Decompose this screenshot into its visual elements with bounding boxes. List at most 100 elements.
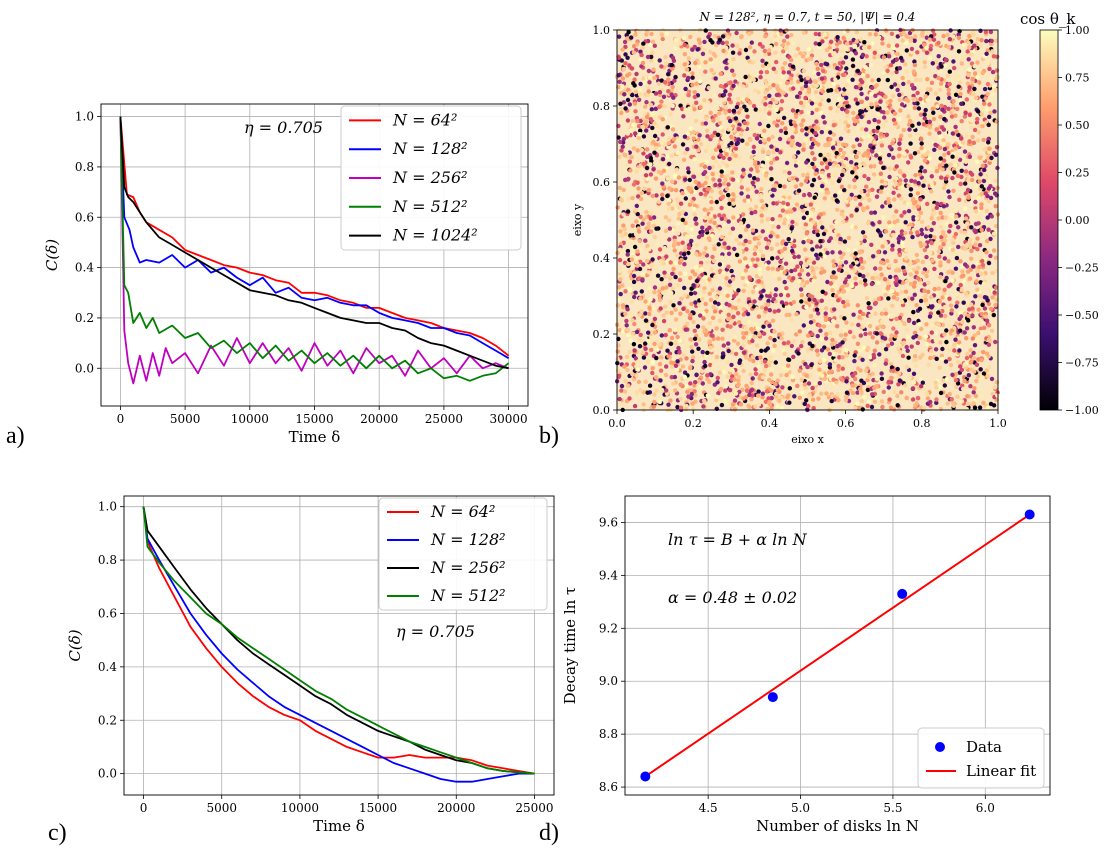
disk-particle [623,153,628,158]
disk-particle [822,196,827,201]
disk-particle [860,265,865,270]
disk-particle [876,77,881,83]
disk-particle [919,136,924,142]
disk-particle [967,238,973,243]
disk-particle [856,322,861,328]
disk-particle [775,123,780,128]
disk-particle [944,328,949,333]
disk-particle [836,178,842,184]
disk-particle [873,32,878,37]
disk-particle [753,331,758,336]
disk-particle [820,39,825,44]
disk-particle [979,111,984,117]
disk-particle [758,193,764,198]
disk-particle [826,395,832,400]
disk-particle [807,56,812,62]
y-tick-label: 0.2 [75,311,94,325]
disk-particle [736,127,741,132]
disk-particle [736,374,742,380]
disk-particle [924,45,929,51]
disk-particle [911,284,917,289]
disk-particle [643,238,648,243]
disk-particle [670,286,675,291]
disk-particle [831,163,836,168]
disk-particle [840,366,845,371]
disk-particle [922,406,927,411]
disk-particle [778,292,784,298]
disk-particle [821,269,827,274]
disk-particle [615,349,620,354]
disk-particle [962,378,967,384]
disk-particle [720,40,725,46]
disk-particle [879,399,885,404]
disk-particle [983,29,989,35]
disk-particle [700,57,705,62]
disk-particle [671,137,677,142]
disk-particle [675,334,680,340]
disk-particle [699,266,704,272]
disk-particle [854,29,860,35]
disk-particle [703,148,708,154]
disk-particle [888,224,893,229]
disk-particle [865,285,870,291]
disk-particle [795,264,800,269]
disk-particle [947,81,952,87]
disk-particle [691,319,696,325]
disk-particle [779,395,784,400]
disk-particle [917,335,922,340]
disk-particle [711,51,716,57]
disk-particle [757,121,762,127]
disk-particle [683,220,688,226]
disk-particle [869,85,875,91]
disk-particle [716,336,721,341]
disk-particle [685,343,690,349]
disk-particle [937,163,943,168]
disk-particle [912,105,918,111]
disk-particle [806,403,811,409]
disk-particle [717,182,723,188]
disk-particle [793,123,798,128]
disk-particle [822,32,827,38]
disk-particle [821,114,826,120]
disk-particle [816,311,821,316]
disk-particle [943,176,949,181]
disk-particle [967,67,972,72]
disk-particle [669,179,675,184]
disk-particle [851,144,856,149]
disk-particle [874,101,879,106]
disk-particle [740,271,746,277]
disk-particle [868,313,873,319]
disk-particle [644,119,649,124]
disk-particle [849,163,855,169]
disk-particle [927,113,932,118]
disk-particle [652,133,658,139]
disk-particle [922,169,928,174]
disk-particle [654,220,659,225]
disk-particle [680,240,685,245]
disk-particle [751,103,757,109]
disk-particle [912,38,917,43]
disk-particle [864,96,870,101]
disk-particle [697,133,702,138]
disk-particle [918,77,923,83]
disk-particle [617,79,622,85]
disk-particle [692,212,697,217]
disk-particle [634,373,639,379]
disk-particle [796,79,801,84]
disk-particle [664,31,670,37]
disk-particle [670,127,676,132]
disk-particle [825,250,830,256]
disk-particle [707,277,712,282]
disk-particle [701,311,706,316]
disk-particle [818,96,823,102]
disk-particle [975,116,980,122]
disk-particle [805,175,810,180]
disk-particle [974,378,979,384]
disk-particle [818,252,823,257]
disk-particle [669,62,674,68]
disk-particle [784,80,790,86]
disk-particle [634,71,639,77]
disk-particle [869,242,874,247]
disk-particle [876,119,881,124]
disk-particle [976,195,981,201]
